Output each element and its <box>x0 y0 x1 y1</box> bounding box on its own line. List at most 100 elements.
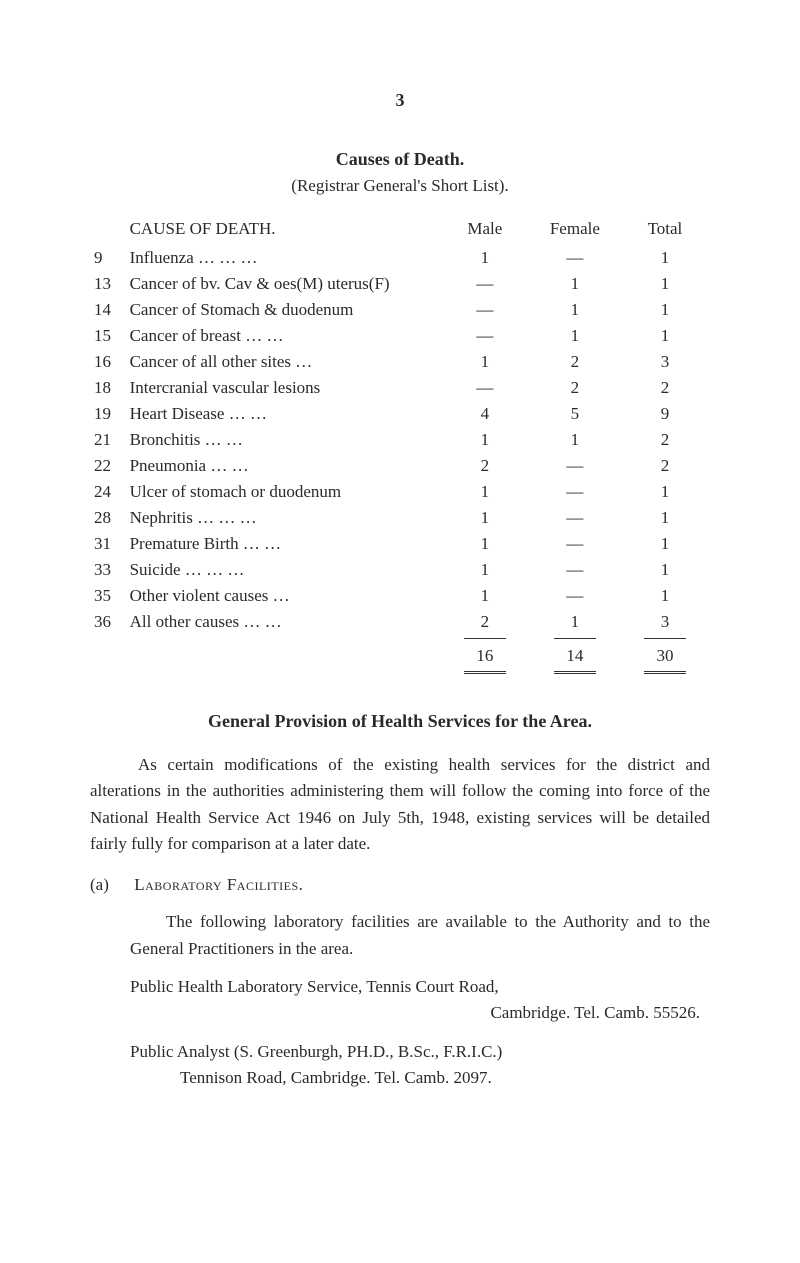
row-female: — <box>530 479 620 505</box>
row-total: 2 <box>620 453 710 479</box>
row-male: 1 <box>440 245 530 271</box>
lab-service-text: Public Health Laboratory Service, Tennis… <box>130 974 710 1000</box>
row-id: 28 <box>90 505 126 531</box>
row-female: — <box>530 531 620 557</box>
row-cause: Heart Disease … … <box>126 401 440 427</box>
table-row: 16Cancer of all other sites …123 <box>90 349 710 375</box>
row-total: 1 <box>620 271 710 297</box>
section-heading: General Provision of Health Services for… <box>90 711 710 732</box>
table-header-row: CAUSE OF DEATH. Male Female Total <box>90 216 710 245</box>
row-male: 1 <box>440 505 530 531</box>
row-female: — <box>530 557 620 583</box>
row-female: — <box>530 453 620 479</box>
row-total: 1 <box>620 557 710 583</box>
row-male: 1 <box>440 531 530 557</box>
row-female: — <box>530 583 620 609</box>
row-total: 9 <box>620 401 710 427</box>
col-total: Total <box>620 216 710 245</box>
row-total: 3 <box>620 349 710 375</box>
total-female: 14 <box>530 642 620 668</box>
row-cause: Ulcer of stomach or duodenum <box>126 479 440 505</box>
row-male: — <box>440 271 530 297</box>
row-id: 16 <box>90 349 126 375</box>
col-male: Male <box>440 216 530 245</box>
row-total: 2 <box>620 427 710 453</box>
row-female: 2 <box>530 375 620 401</box>
row-id: 35 <box>90 583 126 609</box>
row-cause: Cancer of all other sites … <box>126 349 440 375</box>
row-male: 1 <box>440 427 530 453</box>
row-total: 2 <box>620 375 710 401</box>
page-number: 3 <box>90 90 710 111</box>
table-row: 31Premature Birth … …1—1 <box>90 531 710 557</box>
col-cause: CAUSE OF DEATH. <box>126 216 440 245</box>
row-male: 2 <box>440 609 530 635</box>
row-cause: Cancer of Stomach & duodenum <box>126 297 440 323</box>
row-id: 21 <box>90 427 126 453</box>
row-male: 1 <box>440 583 530 609</box>
row-total: 1 <box>620 531 710 557</box>
row-id: 31 <box>90 531 126 557</box>
row-id: 24 <box>90 479 126 505</box>
col-female: Female <box>530 216 620 245</box>
row-female: 2 <box>530 349 620 375</box>
row-cause: Bronchitis … … <box>126 427 440 453</box>
subsection-a-header: (a) Laboratory Facilities. <box>90 875 710 895</box>
row-total: 1 <box>620 323 710 349</box>
table-row: 24Ulcer of stomach or duodenum1—1 <box>90 479 710 505</box>
table-row: 13Cancer of bv. Cav & oes(M) uterus(F)—1… <box>90 271 710 297</box>
table-row: 18Intercranial vascular lesions—22 <box>90 375 710 401</box>
table-row: 21Bronchitis … …112 <box>90 427 710 453</box>
row-id: 15 <box>90 323 126 349</box>
row-female: 1 <box>530 271 620 297</box>
row-total: 3 <box>620 609 710 635</box>
row-id: 9 <box>90 245 126 271</box>
row-cause: Influenza … … … <box>126 245 440 271</box>
table-row: 9Influenza … … …1—1 <box>90 245 710 271</box>
analyst-tel: Tennison Road, Cambridge. Tel. Camb. 209… <box>130 1065 710 1091</box>
table-row: 14Cancer of Stomach & duodenum—11 <box>90 297 710 323</box>
row-cause: Premature Birth … … <box>126 531 440 557</box>
row-total: 1 <box>620 297 710 323</box>
row-id: 13 <box>90 271 126 297</box>
total-male: 16 <box>440 642 530 668</box>
subsection-title: Laboratory Facilities. <box>134 875 303 894</box>
row-id: 14 <box>90 297 126 323</box>
table-row: 36All other causes … …213 <box>90 609 710 635</box>
sub-paragraph-1: The following laboratory facilities are … <box>130 909 710 962</box>
row-male: — <box>440 297 530 323</box>
row-cause: Pneumonia … … <box>126 453 440 479</box>
analyst-line: Public Analyst (S. Greenburgh, PH.D., B.… <box>130 1039 710 1092</box>
table-row: 28Nephritis … … …1—1 <box>90 505 710 531</box>
paragraph-1: As certain modifications of the existing… <box>90 752 710 857</box>
row-cause: Nephritis … … … <box>126 505 440 531</box>
row-total: 1 <box>620 583 710 609</box>
row-cause: Cancer of bv. Cav & oes(M) uterus(F) <box>126 271 440 297</box>
row-female: 1 <box>530 609 620 635</box>
row-male: 2 <box>440 453 530 479</box>
row-id: 22 <box>90 453 126 479</box>
row-female: 1 <box>530 427 620 453</box>
table-title: Causes of Death. <box>90 149 710 170</box>
row-female: 1 <box>530 297 620 323</box>
row-cause: Other violent causes … <box>126 583 440 609</box>
row-male: 1 <box>440 479 530 505</box>
row-total: 1 <box>620 245 710 271</box>
row-total: 1 <box>620 505 710 531</box>
row-id: 33 <box>90 557 126 583</box>
lab-service-tel: Cambridge. Tel. Camb. 55526. <box>130 1000 710 1026</box>
row-female: 1 <box>530 323 620 349</box>
row-male: — <box>440 323 530 349</box>
row-total: 1 <box>620 479 710 505</box>
row-male: — <box>440 375 530 401</box>
row-cause: Intercranial vascular lesions <box>126 375 440 401</box>
row-female: — <box>530 505 620 531</box>
totals-row: 161430 <box>90 642 710 668</box>
table-row: 22Pneumonia … …2—2 <box>90 453 710 479</box>
row-id: 18 <box>90 375 126 401</box>
row-cause: All other causes … … <box>126 609 440 635</box>
table-row: 33Suicide … … …1—1 <box>90 557 710 583</box>
lab-service-line: Public Health Laboratory Service, Tennis… <box>130 974 710 1027</box>
causes-table: CAUSE OF DEATH. Male Female Total 9Influ… <box>90 216 710 679</box>
row-female: — <box>530 245 620 271</box>
